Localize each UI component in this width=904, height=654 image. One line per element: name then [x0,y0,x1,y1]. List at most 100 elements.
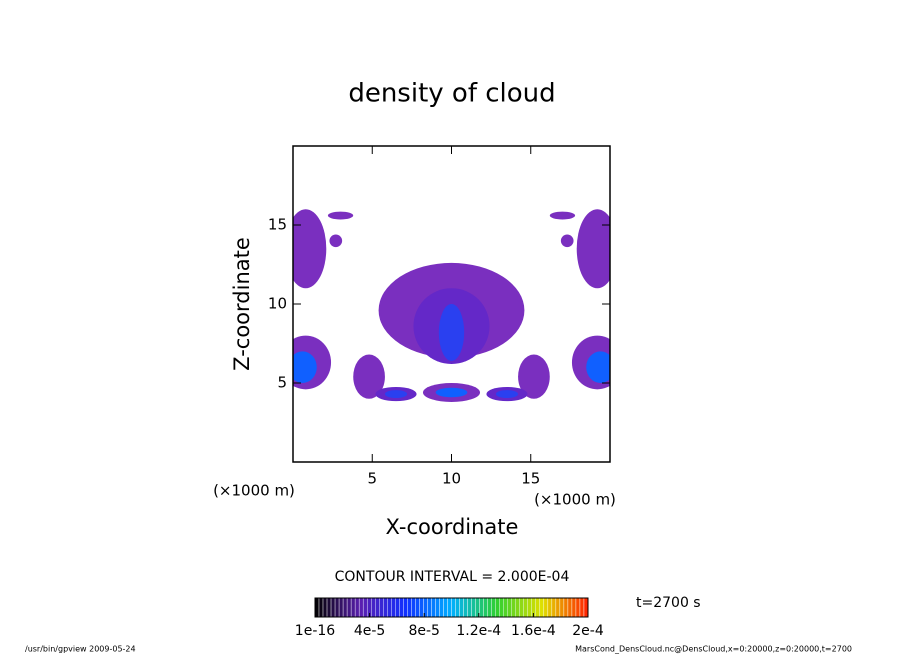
colorbar-swatch [467,597,472,618]
colorbar-tick-label: 2e-4 [572,623,604,639]
colorbar-swatch [575,597,581,618]
footer-right: MarsCond_DensCloud.nc@DensCloud,x=0:2000… [575,645,852,654]
colorbar-tick-label: 8e-5 [408,623,439,639]
colorbar-swatch [579,597,585,618]
colorbar-swatch [447,597,452,618]
y-unit: (×1000 m) [213,482,295,500]
contour-region [384,390,408,399]
colorbar-tick-label: 1.6e-4 [511,623,556,639]
colorbar-swatch [495,597,500,618]
colorbar-frame [314,597,589,618]
colorbar-swatch [535,597,541,618]
colorbar-swatch [326,597,332,618]
y-tick-label: 10 [268,295,287,313]
colorbar-swatch [479,597,484,618]
x-unit: (×1000 m) [534,491,616,509]
y-tick-label: 15 [268,216,287,234]
colorbar-tick-label: 4e-5 [354,623,385,639]
colorbar-swatch [318,597,324,618]
colorbar-swatch [507,597,512,618]
contour-region [518,354,550,399]
colorbar-swatch [403,597,408,618]
contour-region [435,387,468,398]
colorbar-swatch [571,597,577,618]
colorbar-swatch [322,597,328,618]
colorbar-swatch [431,597,436,618]
colorbar-swatch [455,597,460,618]
y-tick-label: 5 [277,374,287,392]
colorbar-swatch [362,597,368,618]
colorbar-swatch [563,597,569,618]
colorbar-swatch [411,597,416,618]
colorbar-swatch [439,597,444,618]
colorbar-swatch [471,597,476,618]
contour-region [327,211,354,220]
colorbar-swatch [371,597,376,618]
colorbar-swatch [407,597,412,618]
colorbar-swatch [383,597,388,618]
colorbar-swatch [543,597,549,618]
contour-note: CONTOUR INTERVAL = 2.000E-04 [335,569,570,585]
colorbar-swatch [559,597,565,618]
colorbar-swatch [391,597,396,618]
colorbar-swatch [463,597,468,618]
colorbar-swatch [503,597,508,618]
contour-region [329,234,343,248]
colorbar-swatch [342,597,348,618]
contour-region [576,209,610,289]
colorbar-swatch [547,597,553,618]
contour-region [438,304,465,361]
colorbar-swatch [375,597,380,618]
y-axis-label: Z-coordinate [230,237,254,371]
contour-region [495,390,519,399]
contour-region [560,234,574,248]
colorbar-swatch [346,597,352,618]
colorbar-swatch [350,597,356,618]
x-axis-label: X-coordinate [386,515,519,539]
colorbar-swatch [415,597,420,618]
x-tick-label: 15 [521,470,540,488]
colorbar-swatch [314,597,320,618]
x-tick-label: 5 [367,470,377,488]
colorbar-swatch [330,597,336,618]
colorbar-swatch [483,597,488,618]
x-tick-label: 10 [442,470,461,488]
contour-region [353,354,385,399]
chart-title: density of cloud [348,79,555,109]
colorbar-swatch [527,597,532,618]
colorbar-swatch [583,597,589,618]
colorbar-swatch [358,597,364,618]
colorbar-swatch [334,597,340,618]
colorbar-swatch [399,597,404,618]
colorbar-swatch [499,597,504,618]
colorbar-swatch [387,597,392,618]
colorbar: 1e-16 4e-5 8e-5 1.2e-4 1.6e-4 2e-4 [295,597,604,639]
contour-region [293,209,327,289]
colorbar-swatch [519,597,524,618]
colorbar-swatch [338,597,344,618]
footer-left: /usr/bin/gpview 2009-05-24 [25,645,136,654]
contour-region [586,351,610,383]
colorbar-tick-label: 1e-16 [295,623,335,639]
colorbar-swatch [511,597,516,618]
colorbar-swatch [459,597,464,618]
colorbar-swatch [539,597,545,618]
colorbar-swatch [354,597,360,618]
colorbar-swatch [379,597,384,618]
colorbar-swatch [567,597,573,618]
colorbar-swatch [395,597,400,618]
colorbar-swatch [443,597,448,618]
colorbar-swatch [523,597,528,618]
colorbar-swatch [419,597,424,618]
contour-region [549,211,576,220]
colorbar-swatch [427,597,432,618]
colorbar-swatch [487,597,492,618]
colorbar-swatch [435,597,440,618]
contour-region [293,351,317,383]
colorbar-tick-label: 1.2e-4 [456,623,501,639]
colorbar-swatch [551,597,557,618]
colorbar-swatch [451,597,456,618]
time-label: t=2700 s [636,595,701,611]
